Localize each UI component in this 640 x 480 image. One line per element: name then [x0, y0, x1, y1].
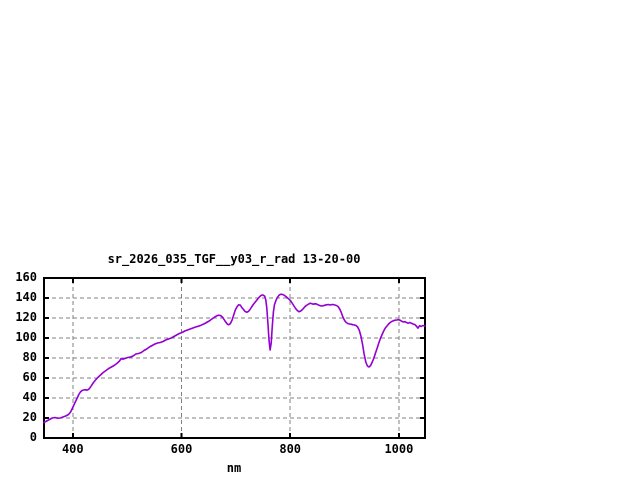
- y-tick-label: 120: [15, 310, 37, 324]
- y-tick-label: 40: [22, 390, 37, 404]
- spectrum-curve: [43, 293, 426, 424]
- y-tick-label: 160: [15, 270, 37, 284]
- y-tick-label: 100: [15, 330, 37, 344]
- y-tick-label: 0: [29, 430, 37, 444]
- x-axis-label: nm: [226, 461, 242, 475]
- chart-title: sr_2026_035_TGF__y03_r_rad 13-20-00: [107, 252, 361, 266]
- y-tick-label: 140: [15, 290, 37, 304]
- y-tick-label: 80: [22, 350, 37, 364]
- x-tick-label: 400: [61, 442, 84, 456]
- x-tick-label: 800: [279, 442, 302, 456]
- y-tick-label: 20: [22, 410, 37, 424]
- y-tick-label: 60: [22, 370, 37, 384]
- x-tick-label: 600: [170, 442, 193, 456]
- x-tick-label: 1000: [384, 442, 414, 456]
